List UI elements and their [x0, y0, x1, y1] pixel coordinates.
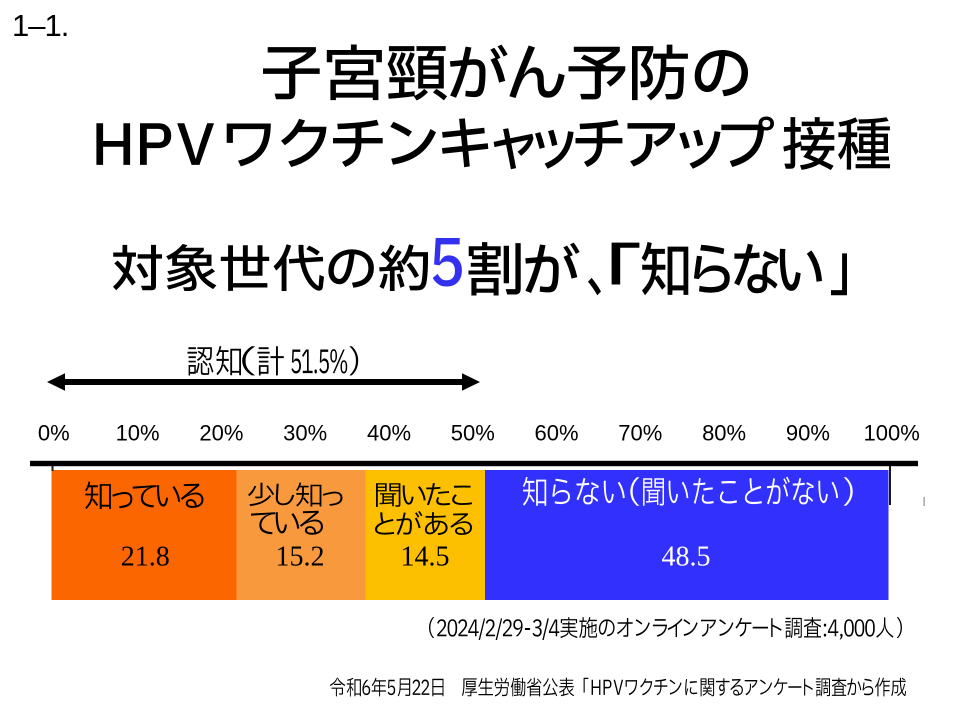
svg-text:20%: 20%: [199, 421, 243, 446]
svg-text:1–1.: 1–1.: [12, 8, 68, 43]
svg-text:100%: 100%: [864, 421, 920, 446]
svg-text:21.8: 21.8: [121, 541, 170, 572]
svg-text:48.5: 48.5: [662, 541, 711, 572]
svg-text:60%: 60%: [534, 421, 578, 446]
svg-text:0%: 0%: [38, 421, 70, 446]
svg-text:70%: 70%: [618, 421, 662, 446]
svg-text:10%: 10%: [116, 421, 160, 446]
svg-text:30%: 30%: [283, 421, 327, 446]
svg-text:40%: 40%: [367, 421, 411, 446]
svg-text:14.5: 14.5: [401, 541, 450, 572]
svg-text:80%: 80%: [702, 421, 746, 446]
svg-text:15.2: 15.2: [276, 541, 325, 572]
svg-text:90%: 90%: [786, 421, 830, 446]
svg-text:50%: 50%: [451, 421, 495, 446]
